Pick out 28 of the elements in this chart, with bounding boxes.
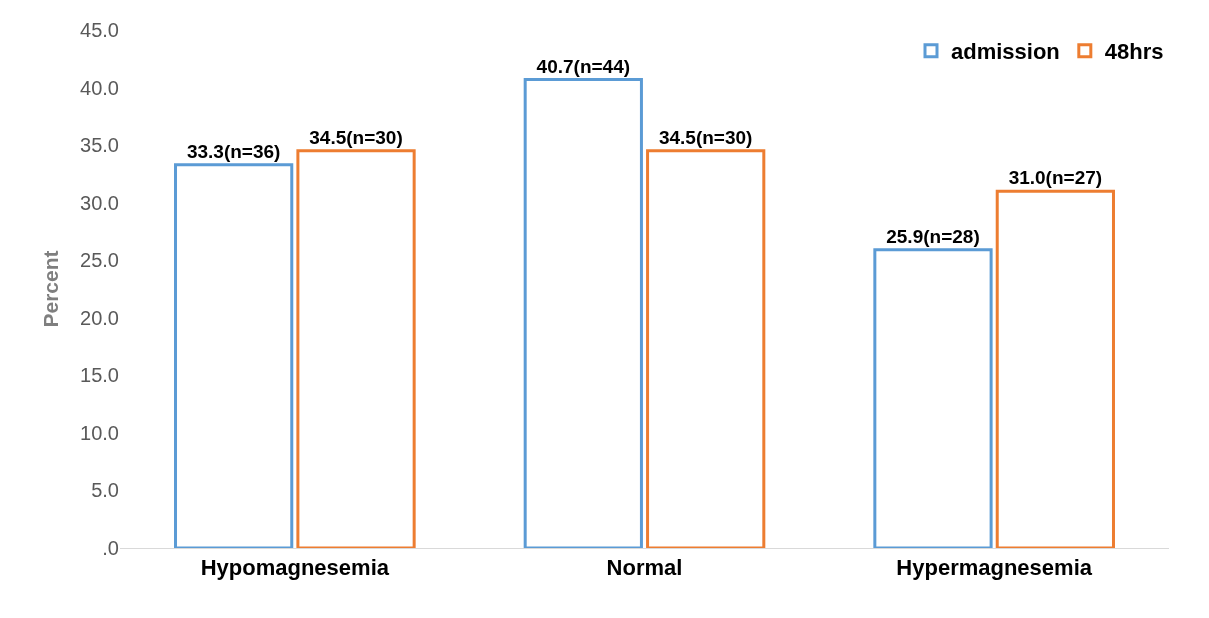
y-tick-label: 15.0	[80, 364, 119, 387]
y-tick-label: 45.0	[80, 19, 119, 41]
y-tick-label: 20.0	[80, 306, 119, 329]
y-axis-title: Percent	[39, 250, 63, 328]
y-tick-label: 5.0	[91, 479, 119, 502]
legend-label: 48hrs	[1104, 39, 1164, 65]
y-tick-label: 25.0	[80, 249, 119, 272]
bar	[174, 163, 294, 548]
bar	[873, 248, 993, 548]
legend-label: admission	[951, 39, 1060, 65]
y-tick-label: 40.0	[80, 76, 119, 99]
x-tick-label: Normal	[606, 555, 683, 581]
bar	[296, 149, 416, 548]
data-label: 34.5(n=30)	[658, 126, 753, 148]
y-tick-label: 10.0	[80, 421, 119, 444]
data-label: 25.9(n=28)	[886, 225, 980, 247]
data-label: 34.5(n=30)	[309, 126, 403, 148]
x-tick-label: Hypomagnesemia	[200, 555, 390, 581]
bar	[995, 189, 1115, 548]
x-tick-label: Hypermagnesemia	[896, 555, 1093, 581]
y-tick-label: .0	[102, 537, 119, 559]
y-tick-label: 35.0	[80, 134, 119, 157]
bar	[523, 78, 643, 548]
data-label: 33.3(n=36)	[186, 140, 281, 162]
data-label: 40.7(n=44)	[536, 55, 631, 77]
data-label: 31.0(n=27)	[1008, 167, 1103, 189]
bar	[646, 149, 766, 548]
y-tick-label: 30.0	[80, 191, 119, 214]
